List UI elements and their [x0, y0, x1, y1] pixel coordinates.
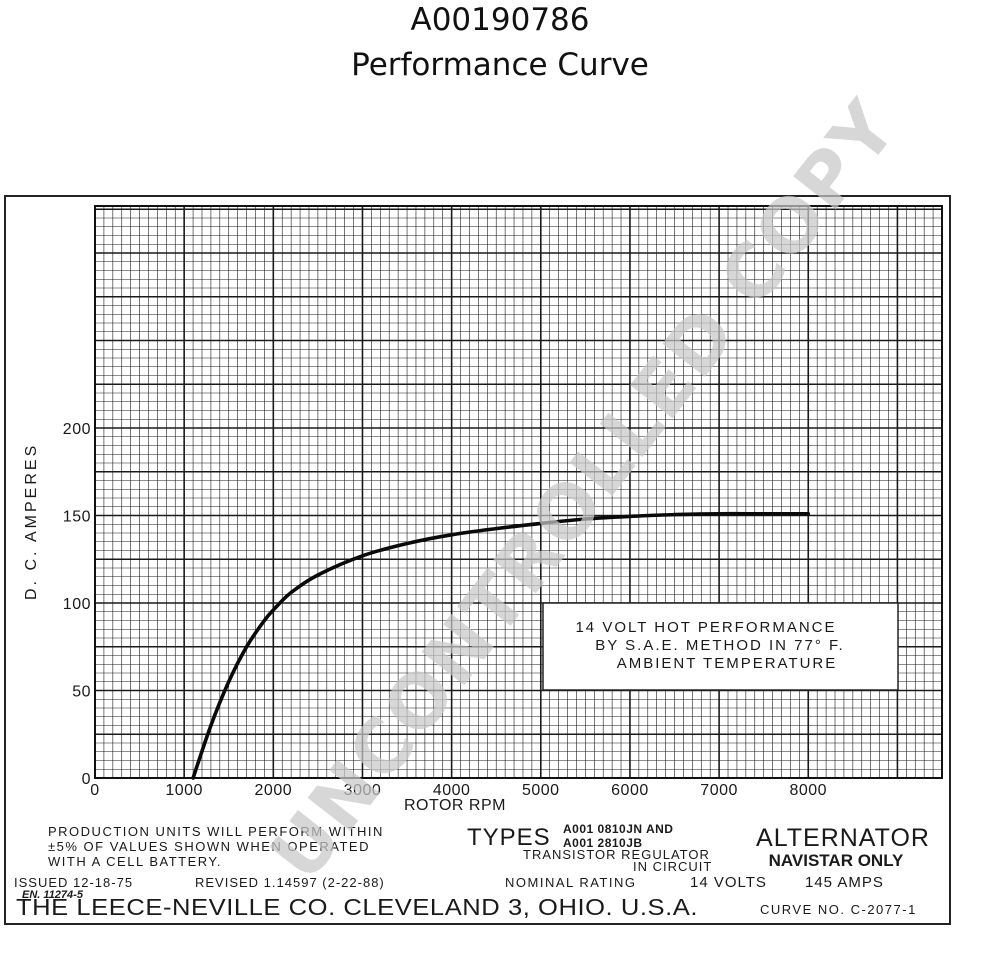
nominal-rating-label: NOMINAL RATING — [505, 875, 637, 890]
annotation-line-2: BY S.A.E. METHOD IN 77° F. — [595, 637, 844, 654]
company-name: THE LEECE-NEVILLE CO. CLEVELAND 3, OHIO.… — [16, 894, 698, 920]
chart-subtitle: Performance Curve — [351, 47, 649, 83]
y-tick-label: 0 — [82, 771, 91, 788]
plot-frame — [94, 205, 943, 779]
x-tick-label: 4000 — [433, 782, 471, 799]
x-tick-label: 2000 — [255, 782, 293, 799]
x-axis-label: ROTOR RPM — [404, 797, 506, 814]
x-tick-label: 8000 — [789, 782, 827, 799]
curve-number: CURVE NO. C-2077-1 — [760, 902, 917, 917]
x-tick-label: 0 — [90, 782, 99, 799]
series-group — [191, 511, 811, 780]
x-tick-label: 1000 — [165, 782, 203, 799]
y-tick-label: 150 — [63, 509, 91, 526]
annotation-line-1: 14 VOLT HOT PERFORMANCE — [575, 619, 836, 636]
en-number: EN. 11274-5 — [22, 889, 84, 901]
x-tick-label: 3000 — [344, 782, 382, 799]
regulator-line-2: IN CIRCUIT — [633, 859, 712, 874]
y-tick-label: 50 — [72, 684, 91, 701]
series-line — [191, 511, 811, 780]
type-number-2: A001 2810JB — [563, 836, 643, 850]
minor-gridlines — [95, 206, 943, 778]
issued-date: ISSUED 12-18-75 — [14, 875, 133, 890]
product-note: NAVISTAR ONLY — [769, 851, 904, 870]
production-note-line-2: ±5% OF VALUES SHOWN WHEN OPERATED — [48, 839, 370, 854]
types-label: TYPES — [467, 824, 551, 851]
y-tick-labels: 0 50 100 150 200 — [63, 421, 91, 788]
x-tick-label: 7000 — [700, 782, 738, 799]
major-gridlines — [94, 206, 942, 779]
x-tick-label: 5000 — [522, 782, 560, 799]
annotation-line-3: AMBIENT TEMPERATURE — [617, 655, 838, 672]
part-number-title: A00190786 — [410, 2, 590, 38]
y-axis-label: D. C. AMPERES — [23, 443, 40, 600]
x-tick-label: 6000 — [611, 782, 649, 799]
x-tick-labels: 0 1000 2000 3000 4000 5000 6000 7000 8000 — [90, 782, 827, 799]
regulator-line-1: TRANSISTOR REGULATOR — [523, 847, 710, 862]
production-note-line-1: PRODUCTION UNITS WILL PERFORM WITHIN — [48, 824, 384, 839]
type-number-1: A001 0810JN AND — [563, 822, 673, 836]
y-tick-label: 100 — [63, 596, 91, 613]
product-name: ALTERNATOR — [756, 824, 930, 852]
annotation-box — [542, 602, 899, 691]
revised-date: REVISED 1.14597 (2-22-88) — [195, 875, 385, 890]
y-tick-label: 200 — [63, 421, 91, 438]
nominal-volts: 14 VOLTS — [690, 874, 767, 891]
production-note-line-3: WITH A CELL BATTERY. — [48, 854, 222, 869]
sheet-border — [4, 195, 951, 925]
nominal-amps: 145 AMPS — [805, 874, 884, 891]
